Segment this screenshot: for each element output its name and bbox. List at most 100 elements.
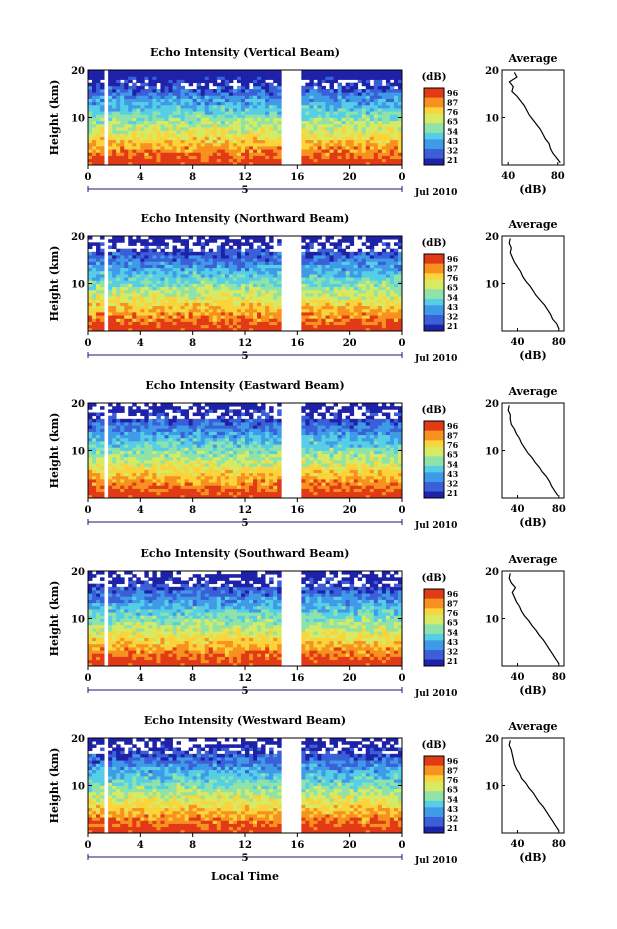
heatmap-cell [273, 286, 278, 291]
heatmap-cell [140, 142, 145, 147]
heatmap-cell [208, 321, 214, 326]
heatmap-cell [232, 130, 238, 134]
heatmap-cell [136, 146, 141, 150]
heatmap-cell [357, 149, 363, 153]
heatmap-cell [333, 270, 338, 275]
heatmap-cell [273, 258, 278, 262]
heatmap-cell [176, 324, 181, 329]
heatmap-cell [361, 82, 367, 87]
heatmap-cell [192, 479, 198, 483]
y-axis-title: Height (km) [48, 80, 61, 156]
heatmap-cell [224, 161, 230, 166]
heatmap-cell [309, 104, 314, 109]
heatmap-cell [116, 479, 121, 483]
heatmap-cell [200, 302, 206, 307]
heatmap-cell [208, 111, 214, 115]
heatmap-cell [152, 258, 157, 262]
heatmap-cell [216, 261, 222, 265]
heatmap-cell [385, 127, 391, 131]
heatmap-cell [172, 280, 177, 284]
heatmap-cell [112, 161, 117, 166]
heatmap-cell [164, 453, 169, 458]
heatmap-cell [224, 302, 230, 307]
heatmap-cell [132, 139, 137, 144]
heatmap-cell [317, 155, 322, 160]
heatmap-cell [164, 245, 169, 250]
heatmap-cell [277, 152, 282, 156]
heatmap-cell [321, 280, 326, 284]
heatmap-cell [345, 111, 351, 115]
heatmap-cell [261, 267, 266, 272]
heatmap-cell [208, 289, 214, 294]
heatmap-cell [224, 289, 230, 294]
heatmap-cell [236, 258, 242, 262]
heatmap-cell [116, 418, 121, 423]
heatmap-cell [269, 89, 274, 93]
heatmap-cell [128, 85, 133, 90]
heatmap-cell [180, 425, 186, 429]
heatmap-cell [265, 293, 270, 297]
heatmap-cell [124, 258, 129, 262]
heatmap-cell [120, 466, 125, 470]
heatmap-cell [168, 85, 173, 90]
heatmap-cell [188, 251, 194, 256]
heatmap-cell [265, 327, 270, 332]
heatmap-cell [124, 82, 129, 87]
heatmap-cell [220, 261, 226, 265]
heatmap-cell [132, 130, 137, 134]
heatmap-cell [132, 152, 137, 156]
heatmap-cell [317, 104, 322, 109]
heatmap-cell [353, 89, 359, 93]
heatmap-cell [337, 92, 343, 96]
heatmap-cell [261, 255, 266, 259]
heatmap-cell [92, 95, 97, 99]
heatmap-cell [381, 70, 387, 74]
heatmap-cell [152, 482, 157, 486]
heatmap-cell [240, 270, 246, 275]
heatmap-cell [156, 142, 161, 147]
heatmap-cell [381, 270, 387, 275]
heatmap-cell [140, 479, 145, 483]
heatmap-cell [393, 286, 399, 291]
heatmap-cell [393, 152, 399, 156]
heatmap-cell [333, 255, 338, 259]
heatmap-cell [172, 70, 177, 74]
heatmap-cell [116, 431, 121, 436]
heatmap-cell [381, 146, 387, 150]
heatmap-cell [317, 136, 322, 141]
heatmap-cell [385, 73, 391, 77]
heatmap-cell [188, 428, 194, 432]
heatmap-cell [172, 258, 177, 262]
heatmap-cell [148, 95, 153, 99]
heatmap-cell [192, 456, 198, 461]
heatmap-cell [385, 296, 391, 300]
heatmap-cell [100, 441, 105, 445]
heatmap-cell [176, 277, 181, 281]
heatmap-cell [277, 299, 282, 303]
heatmap-cell [184, 136, 190, 141]
heatmap-cell [377, 127, 383, 131]
heatmap-cell [120, 142, 125, 147]
heatmap-cell [277, 136, 282, 141]
heatmap-cell [269, 327, 274, 332]
heatmap-cell [160, 98, 165, 103]
heatmap-cell [321, 258, 326, 262]
heatmap-cell [160, 321, 165, 326]
heatmap-cell [152, 425, 157, 429]
heatmap-cell [172, 434, 177, 439]
heatmap-cell [357, 89, 363, 93]
heatmap-cell [301, 239, 306, 243]
heatmap-cell [180, 242, 186, 246]
heatmap-cell [361, 79, 367, 84]
heatmap-cell [261, 123, 266, 128]
heatmap-cell [172, 406, 177, 410]
heatmap-cell [148, 460, 153, 464]
heatmap-cell [180, 441, 186, 445]
heatmap-cell [144, 403, 149, 407]
heatmap [88, 70, 403, 166]
heatmap-cell [325, 280, 330, 284]
heatmap-cell [261, 98, 266, 103]
heatmap-cell [253, 111, 258, 115]
heatmap-cell [96, 308, 101, 313]
heatmap-cell [160, 406, 165, 410]
